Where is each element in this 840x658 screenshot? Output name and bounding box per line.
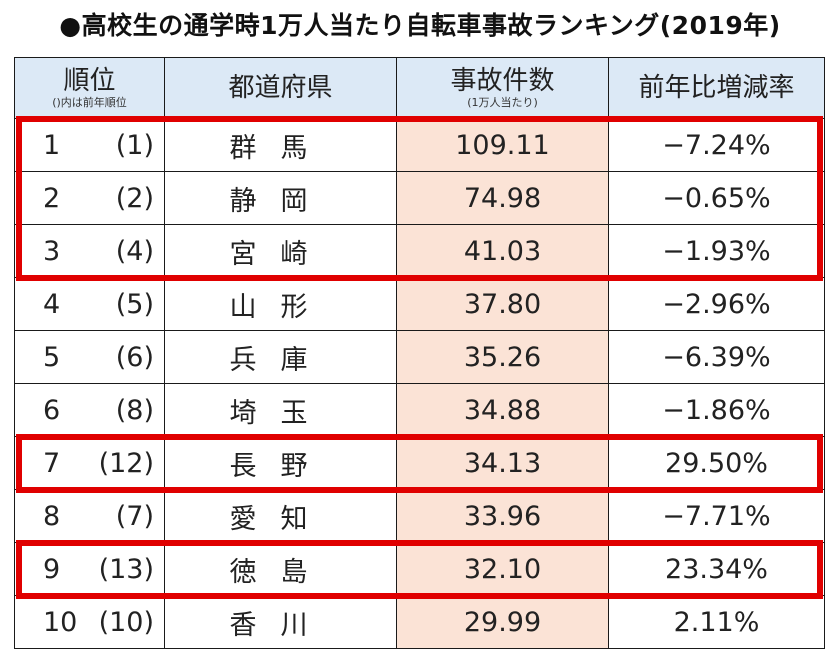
prefecture-cell: 山形 bbox=[164, 277, 397, 331]
count-cell: 35.26 bbox=[396, 330, 609, 384]
header-count-label: 事故件数 bbox=[450, 66, 555, 96]
table-row: 6 (8) 埼玉 34.88 −1.86% bbox=[14, 383, 825, 437]
count-cell: 41.03 bbox=[396, 224, 609, 278]
rank-current: 4 bbox=[43, 288, 61, 320]
page-title: ●高校生の通学時1万人当たり自転車事故ランキング(2019年) bbox=[59, 11, 781, 40]
prefecture-cell: 埼玉 bbox=[164, 383, 397, 437]
rank-current: 7 bbox=[43, 447, 61, 479]
ranking-table: 順位 ()内は前年順位 都道府県 事故件数 (1万人当たり) 前年比増減率 1 (… bbox=[14, 57, 825, 649]
header-rank: 順位 ()内は前年順位 bbox=[14, 57, 165, 119]
table-row: 7 (12) 長野 34.13 29.50% bbox=[14, 436, 825, 490]
count-cell: 74.98 bbox=[396, 171, 609, 225]
prefecture-cell: 愛知 bbox=[164, 489, 397, 543]
rank-current: 5 bbox=[43, 341, 61, 373]
table-row: 5 (6) 兵庫 35.26 −6.39% bbox=[14, 330, 825, 384]
header-rank-sublabel: ()内は前年順位 bbox=[52, 96, 127, 109]
prefecture-cell: 兵庫 bbox=[164, 330, 397, 384]
rank-previous: (7) bbox=[115, 500, 154, 532]
rank-previous: (13) bbox=[98, 553, 154, 585]
rate-cell: −1.93% bbox=[608, 224, 825, 278]
rank-previous: (8) bbox=[115, 394, 154, 426]
rate-cell: −2.96% bbox=[608, 277, 825, 331]
rank-current: 3 bbox=[43, 235, 61, 267]
rank-current: 9 bbox=[43, 553, 61, 585]
count-cell: 33.96 bbox=[396, 489, 609, 543]
header-rate: 前年比増減率 bbox=[608, 57, 825, 119]
prefecture-cell: 香川 bbox=[164, 595, 397, 649]
prefecture-cell: 徳島 bbox=[164, 542, 397, 596]
rate-cell: 29.50% bbox=[608, 436, 825, 490]
count-cell: 34.13 bbox=[396, 436, 609, 490]
prefecture-cell: 宮崎 bbox=[164, 224, 397, 278]
rank-cell: 8 (7) bbox=[14, 489, 165, 543]
header-row: 順位 ()内は前年順位 都道府県 事故件数 (1万人当たり) 前年比増減率 bbox=[14, 57, 825, 119]
prefecture-cell: 群馬 bbox=[164, 118, 397, 172]
prefecture-cell: 長野 bbox=[164, 436, 397, 490]
header-count: 事故件数 (1万人当たり) bbox=[396, 57, 609, 119]
rank-cell: 2 (2) bbox=[14, 171, 165, 225]
rank-current: 8 bbox=[43, 500, 61, 532]
table-row: 2 (2) 静岡 74.98 −0.65% bbox=[14, 171, 825, 225]
prefecture-cell: 静岡 bbox=[164, 171, 397, 225]
rank-cell: 9 (13) bbox=[14, 542, 165, 596]
rank-current: 2 bbox=[43, 182, 61, 214]
rank-previous: (10) bbox=[98, 606, 154, 638]
header-count-sublabel: (1万人当たり) bbox=[467, 96, 538, 109]
rank-previous: (5) bbox=[115, 288, 154, 320]
count-cell: 109.11 bbox=[396, 118, 609, 172]
rank-current: 10 bbox=[43, 606, 78, 638]
table-row: 8 (7) 愛知 33.96 −7.71% bbox=[14, 489, 825, 543]
header-prefecture-label: 都道府県 bbox=[228, 73, 333, 103]
rank-cell: 3 (4) bbox=[14, 224, 165, 278]
rate-cell: −1.86% bbox=[608, 383, 825, 437]
rate-cell: −7.71% bbox=[608, 489, 825, 543]
rank-current: 1 bbox=[43, 129, 61, 161]
rank-previous: (6) bbox=[115, 341, 154, 373]
rank-previous: (2) bbox=[115, 182, 154, 214]
rate-cell: −0.65% bbox=[608, 171, 825, 225]
rank-cell: 6 (8) bbox=[14, 383, 165, 437]
table-row: 4 (5) 山形 37.80 −2.96% bbox=[14, 277, 825, 331]
rate-cell: 23.34% bbox=[608, 542, 825, 596]
rate-cell: 2.11% bbox=[608, 595, 825, 649]
rate-cell: −6.39% bbox=[608, 330, 825, 384]
count-cell: 32.10 bbox=[396, 542, 609, 596]
rank-previous: (12) bbox=[98, 447, 154, 479]
table-row: 1 (1) 群馬 109.11 −7.24% bbox=[14, 118, 825, 172]
rank-cell: 10 (10) bbox=[14, 595, 165, 649]
table-row: 9 (13) 徳島 32.10 23.34% bbox=[14, 542, 825, 596]
rank-current: 6 bbox=[43, 394, 61, 426]
table-row: 3 (4) 宮崎 41.03 −1.93% bbox=[14, 224, 825, 278]
rank-cell: 4 (5) bbox=[14, 277, 165, 331]
table-row: 10 (10) 香川 29.99 2.11% bbox=[14, 595, 825, 649]
count-cell: 34.88 bbox=[396, 383, 609, 437]
count-cell: 37.80 bbox=[396, 277, 609, 331]
rank-cell: 5 (6) bbox=[14, 330, 165, 384]
rank-cell: 1 (1) bbox=[14, 118, 165, 172]
header-rate-label: 前年比増減率 bbox=[638, 73, 795, 103]
rate-cell: −7.24% bbox=[608, 118, 825, 172]
rank-previous: (1) bbox=[115, 129, 154, 161]
count-cell: 29.99 bbox=[396, 595, 609, 649]
rank-cell: 7 (12) bbox=[14, 436, 165, 490]
header-rank-label: 順位 bbox=[63, 66, 116, 96]
header-prefecture: 都道府県 bbox=[164, 57, 397, 119]
rank-previous: (4) bbox=[115, 235, 154, 267]
